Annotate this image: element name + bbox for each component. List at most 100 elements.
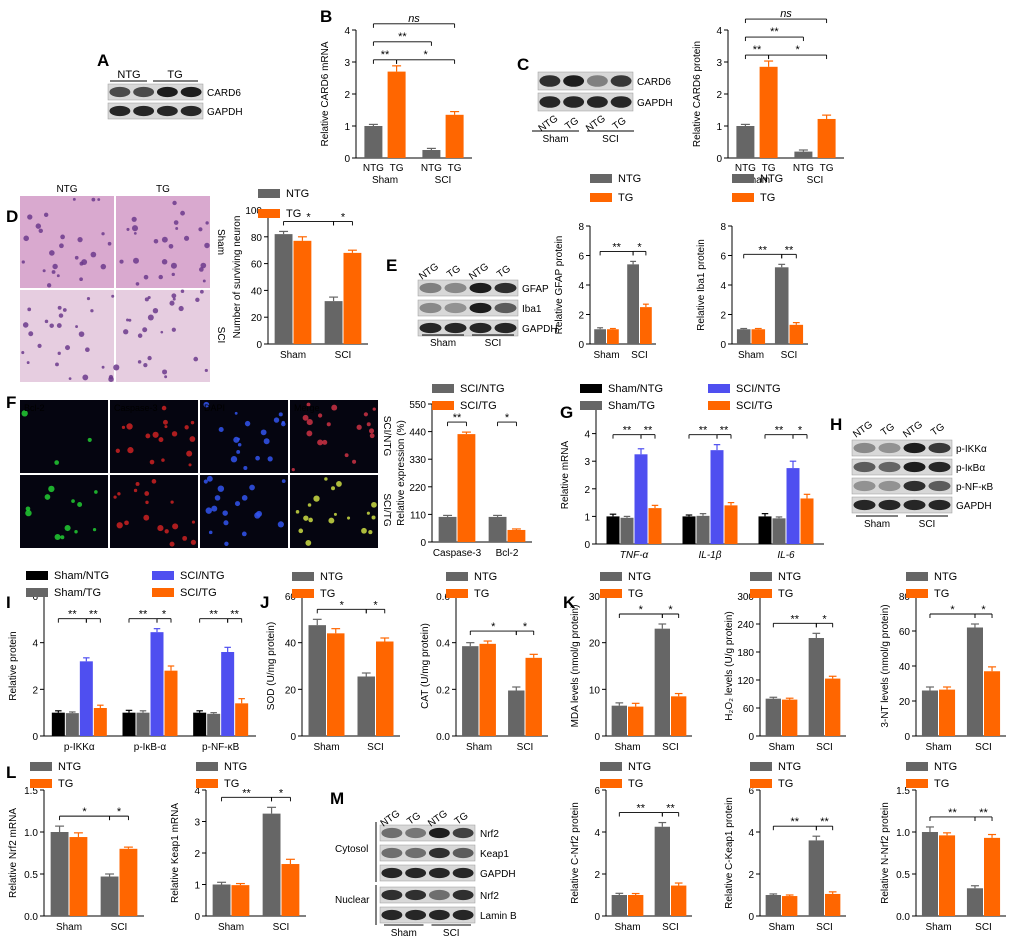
cell: [171, 327, 176, 332]
cell: [233, 436, 240, 443]
blot-band: [405, 909, 427, 921]
cell: [217, 485, 225, 492]
cell: [172, 200, 177, 206]
blot-strip: [379, 886, 476, 904]
cell: [79, 277, 83, 282]
blot-band: [928, 480, 951, 492]
bar: [50, 832, 69, 916]
legend-swatch: [600, 589, 622, 598]
cell: [361, 527, 367, 534]
x-tick-label: Sham: [768, 922, 794, 933]
cell: [241, 495, 248, 501]
cell: [157, 525, 164, 532]
x-tick-label: Bcl-2: [496, 548, 519, 559]
y-tick-label: 0: [716, 154, 722, 165]
histology-tile: [116, 290, 210, 382]
x-tick-label: Sham: [738, 350, 764, 361]
cell: [291, 468, 295, 472]
cell: [172, 523, 179, 530]
legend-swatch: [708, 401, 730, 410]
y-tick-label: 0: [420, 538, 426, 549]
x-tick-label: SCI: [111, 922, 128, 933]
x-tick-label: Sham: [614, 922, 640, 933]
y-axis-label: Relative N-Nrf2 protein: [880, 802, 891, 904]
blot-strip: [379, 824, 476, 842]
cell: [35, 223, 42, 229]
cell: [190, 420, 195, 425]
legend-swatch: [906, 572, 928, 581]
legend-label: Sham/NTG: [54, 570, 109, 582]
y-tick-label: 110: [410, 510, 426, 521]
legend-label: NTG: [286, 188, 309, 200]
cell: [161, 236, 168, 243]
cell: [115, 448, 120, 453]
blot-strip: [537, 71, 634, 91]
bar: [607, 329, 619, 344]
bar: [710, 450, 724, 544]
bar: [808, 638, 824, 736]
cell: [205, 221, 209, 225]
y-axis-label: Relative expression (%): [396, 420, 407, 526]
cell: [151, 479, 157, 484]
blot-band: [469, 282, 492, 294]
section-label-nuclear: Nuclear: [335, 895, 370, 906]
bar: [808, 840, 824, 916]
x-tick-label: NTG: [793, 163, 814, 174]
bar: [966, 888, 983, 916]
micro-col-label: TG: [156, 184, 170, 195]
cell: [27, 214, 33, 220]
cell: [43, 212, 49, 218]
cell: [123, 329, 129, 335]
bar: [594, 329, 606, 344]
x-tick-label: Sham: [768, 742, 794, 753]
legend-swatch: [196, 779, 218, 788]
cell: [302, 414, 309, 421]
blot-band: [563, 75, 585, 87]
blot-strip: [417, 299, 519, 317]
cell: [368, 529, 373, 535]
blot-band: [444, 322, 467, 334]
cell: [145, 500, 149, 505]
y-tick-label: 2: [32, 685, 38, 696]
bar: [262, 813, 281, 916]
legend-swatch: [30, 779, 52, 788]
bar: [606, 516, 620, 544]
cell: [101, 365, 105, 369]
x-tick-label: NTG: [735, 163, 756, 174]
bar: [789, 324, 804, 344]
y-tick-label: 20: [285, 685, 297, 696]
bar: [640, 307, 652, 344]
blot-m-cytosol: [379, 824, 476, 882]
cell: [204, 368, 208, 373]
x-tick-label: SCI: [662, 922, 679, 933]
legend-label: TG: [224, 778, 239, 790]
x-tick-label: SCI: [816, 742, 833, 753]
bar: [654, 628, 670, 736]
cell: [190, 539, 197, 545]
legend-swatch: [292, 572, 314, 581]
legend-swatch: [152, 588, 174, 597]
cell: [92, 528, 97, 532]
cell: [193, 356, 199, 362]
cell: [352, 459, 357, 464]
group-label-tg: TG: [167, 69, 182, 81]
chart-m3: 0.0 0.5 1.0 1.5 Relative N-Nrf2 protein Sham S…: [880, 761, 1006, 933]
blot-band: [539, 75, 561, 87]
blot-band: [878, 461, 901, 473]
sig-label: **: [139, 609, 148, 621]
legend-swatch: [590, 193, 612, 202]
legend-label: SCI/NTG: [180, 570, 225, 582]
cell: [200, 262, 207, 269]
blot-band: [610, 96, 632, 108]
x-tick-label: SCI: [631, 350, 648, 361]
bar: [628, 895, 644, 916]
cell: [369, 433, 375, 439]
cell: [51, 270, 56, 274]
bar: [611, 895, 627, 916]
panel-letter-h: H: [830, 415, 842, 434]
cell: [54, 534, 61, 541]
y-tick-label: 60: [899, 627, 911, 638]
cell: [21, 351, 25, 355]
bar: [921, 832, 938, 916]
legend-swatch: [292, 589, 314, 598]
